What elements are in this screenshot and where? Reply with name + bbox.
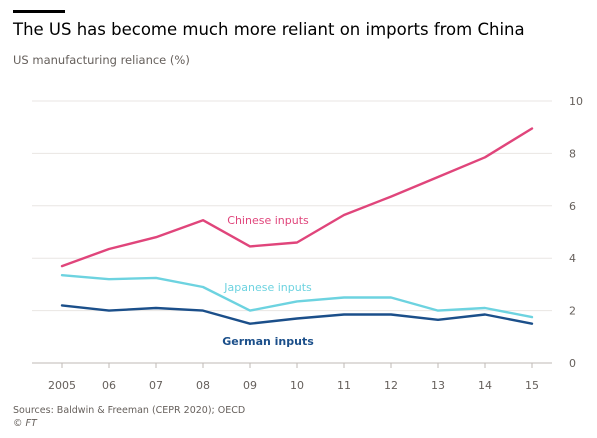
x-tick-label: 12 (384, 379, 398, 392)
x-tick-label: 15 (525, 379, 539, 392)
x-tick-label: 08 (196, 379, 210, 392)
copyright-credit: © FT (13, 418, 37, 429)
x-tick-label: 06 (102, 379, 116, 392)
german-inputs-label: German inputs (222, 335, 314, 348)
y-tick-label: 10 (569, 95, 583, 108)
chart-subtitle: US manufacturing reliance (%) (13, 53, 190, 67)
german-inputs-line (60, 304, 534, 325)
japanese-inputs-line (60, 274, 534, 319)
y-tick-label: 6 (569, 200, 576, 213)
x-tick-label: 13 (431, 379, 445, 392)
x-tick-label: 2005 (48, 379, 76, 392)
title-accent-rule (13, 10, 65, 13)
x-tick-label: 14 (478, 379, 492, 392)
y-tick-label: 0 (569, 357, 576, 370)
x-tick-label: 09 (243, 379, 257, 392)
y-tick-label: 4 (569, 252, 576, 265)
chinese-inputs-label: Chinese inputs (227, 214, 309, 227)
chinese-inputs-line (60, 127, 534, 268)
chart-title: The US has become much more reliant on i… (13, 20, 525, 39)
x-tick-label: 10 (290, 379, 304, 392)
japanese-inputs-label: Japanese inputs (223, 281, 312, 294)
x-tick-label: 07 (149, 379, 163, 392)
source-note: Sources: Baldwin & Freeman (CEPR 2020); … (13, 405, 246, 416)
y-tick-label: 8 (569, 147, 576, 160)
x-tick-label: 11 (337, 379, 351, 392)
line-chart: 0 2 4 6 8 10 2005 06 07 08 09 10 11 12 13 14 15 Chinese i… (32, 95, 583, 392)
y-tick-label: 2 (569, 305, 576, 318)
